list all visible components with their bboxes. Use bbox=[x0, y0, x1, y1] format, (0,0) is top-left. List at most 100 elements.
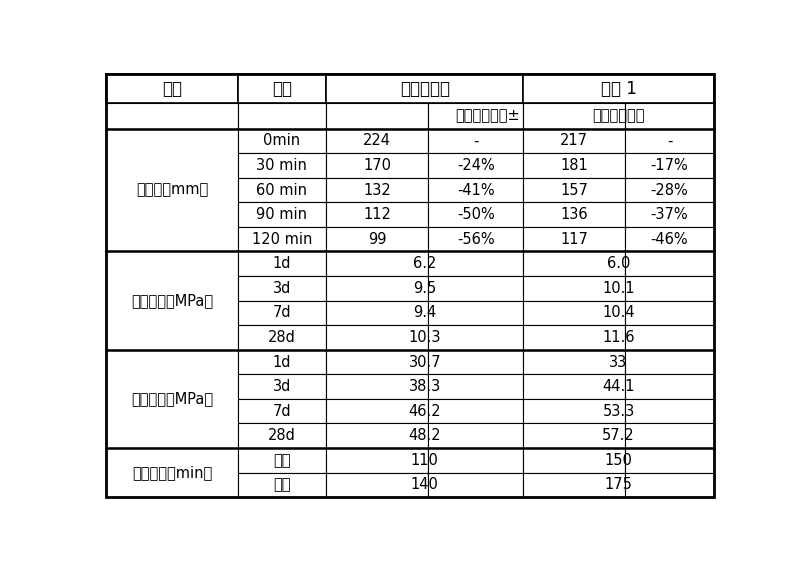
Bar bbox=[625, 399, 714, 423]
Bar bbox=[428, 103, 523, 128]
Bar bbox=[428, 423, 523, 448]
Text: 136: 136 bbox=[561, 207, 588, 222]
Text: 30.7: 30.7 bbox=[409, 354, 441, 370]
Text: 10.3: 10.3 bbox=[409, 330, 441, 345]
Text: -46%: -46% bbox=[650, 231, 688, 247]
Text: 抗压强度（MPa）: 抗压强度（MPa） bbox=[131, 392, 213, 406]
Text: 9.5: 9.5 bbox=[413, 281, 437, 296]
Text: 凝结时间（min）: 凝结时间（min） bbox=[132, 465, 212, 480]
Bar bbox=[523, 374, 625, 399]
Text: 38.3: 38.3 bbox=[409, 379, 441, 394]
Bar bbox=[238, 75, 326, 103]
Bar bbox=[428, 178, 523, 202]
Bar bbox=[326, 473, 428, 497]
Bar bbox=[523, 399, 625, 423]
Bar bbox=[326, 178, 428, 202]
Bar bbox=[238, 276, 326, 301]
Bar bbox=[238, 350, 326, 374]
Text: 时间: 时间 bbox=[272, 80, 292, 98]
Text: 样品 1: 样品 1 bbox=[601, 80, 637, 98]
Text: 170: 170 bbox=[363, 158, 391, 173]
Bar bbox=[326, 399, 428, 423]
Text: -28%: -28% bbox=[650, 182, 688, 198]
Bar bbox=[523, 251, 625, 276]
Text: 抗折强度（MPa）: 抗折强度（MPa） bbox=[131, 293, 213, 308]
Bar bbox=[625, 448, 714, 473]
Bar bbox=[238, 178, 326, 202]
Text: 48.2: 48.2 bbox=[409, 428, 441, 443]
Bar bbox=[326, 276, 428, 301]
Text: -: - bbox=[473, 134, 478, 148]
Text: 90 min: 90 min bbox=[257, 207, 307, 222]
Bar bbox=[428, 399, 523, 423]
Text: 140: 140 bbox=[411, 477, 438, 492]
Text: 46.2: 46.2 bbox=[409, 404, 441, 419]
Text: 3d: 3d bbox=[273, 281, 291, 296]
Bar bbox=[238, 448, 326, 473]
Text: 流动度变化量±: 流动度变化量± bbox=[455, 108, 520, 123]
Bar bbox=[106, 350, 238, 448]
Bar bbox=[428, 374, 523, 399]
Text: 28d: 28d bbox=[268, 330, 296, 345]
Bar bbox=[625, 128, 714, 153]
Bar bbox=[238, 251, 326, 276]
Text: 7d: 7d bbox=[273, 404, 291, 419]
Bar bbox=[326, 325, 428, 350]
Text: 6.0: 6.0 bbox=[607, 256, 630, 271]
Bar bbox=[523, 350, 625, 374]
Text: 10.1: 10.1 bbox=[602, 281, 635, 296]
Text: 1d: 1d bbox=[273, 256, 291, 271]
Bar bbox=[326, 227, 428, 251]
Bar bbox=[326, 202, 428, 227]
Bar bbox=[326, 75, 523, 103]
Text: -41%: -41% bbox=[457, 182, 494, 198]
Text: 1d: 1d bbox=[273, 354, 291, 370]
Text: 10.4: 10.4 bbox=[602, 306, 635, 320]
Bar bbox=[326, 423, 428, 448]
Bar bbox=[106, 103, 238, 128]
Text: 157: 157 bbox=[560, 182, 588, 198]
Bar bbox=[238, 153, 326, 178]
Bar bbox=[326, 251, 428, 276]
Bar bbox=[625, 153, 714, 178]
Text: -24%: -24% bbox=[457, 158, 494, 173]
Bar bbox=[523, 276, 625, 301]
Bar bbox=[625, 202, 714, 227]
Text: 7d: 7d bbox=[273, 306, 291, 320]
Bar bbox=[523, 301, 625, 325]
Bar bbox=[238, 399, 326, 423]
Bar bbox=[523, 75, 714, 103]
Bar bbox=[326, 153, 428, 178]
Text: 53.3: 53.3 bbox=[602, 404, 634, 419]
Text: 流动度变化量: 流动度变化量 bbox=[592, 108, 645, 123]
Bar bbox=[238, 473, 326, 497]
Bar bbox=[326, 301, 428, 325]
Bar bbox=[238, 103, 326, 128]
Bar bbox=[238, 227, 326, 251]
Bar bbox=[625, 325, 714, 350]
Bar bbox=[428, 473, 523, 497]
Text: -17%: -17% bbox=[650, 158, 688, 173]
Text: 初凝: 初凝 bbox=[273, 453, 290, 468]
Bar bbox=[625, 103, 714, 128]
Bar bbox=[238, 128, 326, 153]
Bar bbox=[428, 325, 523, 350]
Bar bbox=[238, 325, 326, 350]
Bar bbox=[428, 202, 523, 227]
Text: -37%: -37% bbox=[650, 207, 688, 222]
Bar bbox=[238, 202, 326, 227]
Bar bbox=[523, 128, 625, 153]
Bar bbox=[523, 423, 625, 448]
Bar bbox=[326, 350, 428, 374]
Text: 150: 150 bbox=[605, 453, 633, 468]
Text: 224: 224 bbox=[363, 134, 391, 148]
Text: 44.1: 44.1 bbox=[602, 379, 635, 394]
Bar bbox=[238, 301, 326, 325]
Bar bbox=[428, 301, 523, 325]
Text: 60 min: 60 min bbox=[257, 182, 307, 198]
Text: 28d: 28d bbox=[268, 428, 296, 443]
Text: 样品: 样品 bbox=[162, 80, 182, 98]
Text: 117: 117 bbox=[560, 231, 588, 247]
Bar bbox=[625, 178, 714, 202]
Bar bbox=[428, 448, 523, 473]
